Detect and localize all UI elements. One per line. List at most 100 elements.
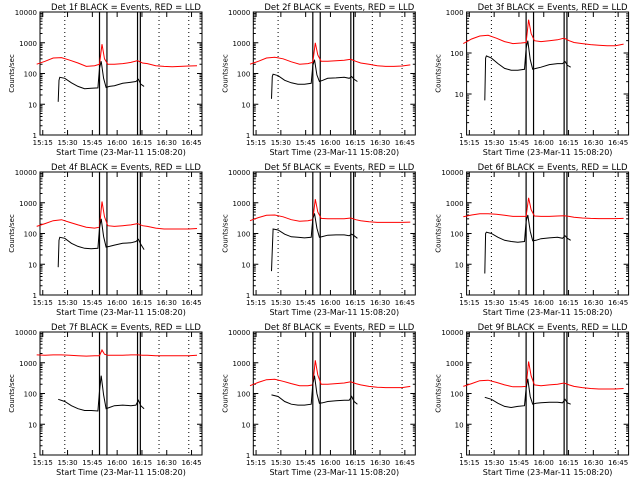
x-tick-label: 16:30 bbox=[157, 299, 177, 307]
x-tick-label: 15:15 bbox=[246, 139, 266, 147]
y-tick-label: 1000 bbox=[446, 9, 464, 17]
y-tick-label: 100 bbox=[237, 391, 250, 399]
x-tick-label: 16:30 bbox=[583, 139, 603, 147]
y-tick-label: 10 bbox=[28, 421, 37, 429]
y-tick-label: 1000 bbox=[232, 360, 250, 368]
chart-panel: Det 1f BLACK = Events, RED = LLD 1 10 100 10… bbox=[8, 3, 203, 157]
x-tick-label: 15:30 bbox=[57, 139, 77, 147]
x-axis-label: Start Time (23-Mar-11 15:08:20) bbox=[56, 308, 186, 317]
panel-title: Det 8f BLACK = Events, RED = LLD bbox=[264, 323, 414, 333]
y-tick-label: 10000 bbox=[15, 329, 37, 337]
x-tick-label: 15:15 bbox=[33, 139, 53, 147]
panel-title: Det 1f BLACK = Events, RED = LLD bbox=[51, 3, 201, 13]
y-tick-label: 1 bbox=[459, 292, 463, 300]
panel-title: Det 5f BLACK = Events, RED = LLD bbox=[264, 163, 414, 173]
x-tick-label: 16:45 bbox=[181, 459, 201, 467]
x-tick-label: 15:30 bbox=[484, 299, 504, 307]
y-tick-label: 100 bbox=[237, 71, 250, 79]
x-tick-label: 16:00 bbox=[107, 139, 127, 147]
x-tick-label: 16:15 bbox=[132, 299, 152, 307]
x-tick-label: 16:15 bbox=[132, 139, 152, 147]
x-tick-label: 15:30 bbox=[484, 139, 504, 147]
x-axis-label: Start Time (23-Mar-11 15:08:20) bbox=[483, 308, 613, 317]
x-tick-label: 15:15 bbox=[459, 299, 479, 307]
events-series-line bbox=[57, 61, 145, 102]
y-tick-label: 10000 bbox=[441, 169, 463, 177]
panel-title: Det 4f BLACK = Events, RED = LLD bbox=[51, 163, 201, 173]
x-axis-label: Start Time (23-Mar-11 15:08:20) bbox=[56, 148, 186, 157]
events-series-line bbox=[271, 213, 358, 272]
panel-title: Det 7f BLACK = Events, RED = LLD bbox=[51, 323, 201, 333]
x-tick-label: 16:00 bbox=[534, 459, 554, 467]
x-tick-label: 15:15 bbox=[459, 459, 479, 467]
events-series-line bbox=[271, 59, 358, 99]
y-axis-label: Counts/sec bbox=[435, 214, 443, 253]
y-tick-label: 100 bbox=[24, 231, 37, 239]
chart-panel: Det 6f BLACK = Events, RED = LLD 1 10 100 10… bbox=[435, 163, 630, 317]
y-axis-label: Counts/sec bbox=[8, 214, 16, 253]
chart-panel: Det 3f BLACK = Events, RED = LLD 1 10 100 10… bbox=[435, 3, 630, 157]
x-tick-label: 16:00 bbox=[320, 139, 340, 147]
x-tick-label: 16:00 bbox=[534, 139, 554, 147]
x-tick-label: 15:15 bbox=[33, 299, 53, 307]
y-tick-label: 100 bbox=[450, 391, 463, 399]
x-tick-label: 16:45 bbox=[395, 139, 415, 147]
x-tick-label: 16:45 bbox=[181, 299, 201, 307]
x-tick-label: 16:30 bbox=[370, 459, 390, 467]
y-tick-label: 10000 bbox=[228, 9, 250, 17]
y-tick-label: 1 bbox=[459, 132, 463, 140]
chart-panel: Det 9f BLACK = Events, RED = LLD 1 10 100 10… bbox=[435, 323, 630, 477]
y-axis-label: Counts/sec bbox=[221, 374, 229, 413]
x-tick-label: 15:15 bbox=[246, 299, 266, 307]
y-tick-label: 1000 bbox=[446, 200, 464, 208]
y-axis-label: Counts/sec bbox=[8, 374, 16, 413]
y-tick-label: 100 bbox=[450, 231, 463, 239]
y-tick-label: 10 bbox=[241, 101, 250, 109]
y-tick-label: 1 bbox=[246, 452, 250, 460]
x-tick-label: 16:30 bbox=[370, 139, 390, 147]
y-tick-label: 10000 bbox=[15, 169, 37, 177]
x-tick-label: 16:15 bbox=[345, 459, 365, 467]
y-tick-label: 1 bbox=[33, 452, 37, 460]
x-tick-label: 15:15 bbox=[33, 459, 53, 467]
x-tick-label: 16:00 bbox=[320, 459, 340, 467]
y-tick-label: 10000 bbox=[228, 329, 250, 337]
x-tick-label: 15:45 bbox=[82, 299, 102, 307]
x-tick-label: 15:30 bbox=[271, 459, 291, 467]
x-tick-label: 15:30 bbox=[484, 459, 504, 467]
x-tick-label: 15:30 bbox=[57, 299, 77, 307]
x-tick-label: 15:45 bbox=[296, 459, 316, 467]
y-tick-label: 10 bbox=[241, 261, 250, 269]
y-tick-label: 100 bbox=[237, 231, 250, 239]
y-tick-label: 1 bbox=[459, 452, 463, 460]
lld-series-line bbox=[36, 201, 198, 230]
x-axis-label: Start Time (23-Mar-11 15:08:20) bbox=[56, 468, 186, 477]
x-tick-label: 16:45 bbox=[181, 139, 201, 147]
x-tick-label: 15:45 bbox=[296, 299, 316, 307]
x-tick-label: 16:15 bbox=[558, 459, 578, 467]
x-tick-label: 15:30 bbox=[271, 299, 291, 307]
panel-title: Det 2f BLACK = Events, RED = LLD bbox=[264, 3, 414, 13]
x-tick-label: 16:15 bbox=[558, 139, 578, 147]
y-tick-label: 10 bbox=[28, 101, 37, 109]
x-tick-label: 15:45 bbox=[82, 139, 102, 147]
x-tick-label: 15:45 bbox=[509, 459, 529, 467]
x-tick-label: 16:00 bbox=[107, 299, 127, 307]
events-series-line bbox=[58, 375, 145, 412]
y-axis-label: Counts/sec bbox=[8, 54, 16, 93]
x-tick-label: 16:30 bbox=[583, 299, 603, 307]
x-tick-label: 16:45 bbox=[395, 299, 415, 307]
y-tick-label: 10 bbox=[241, 421, 250, 429]
y-tick-label: 10 bbox=[28, 261, 37, 269]
chart-panel: Det 7f BLACK = Events, RED = LLD 1 10 100 10… bbox=[8, 323, 203, 477]
x-tick-label: 15:15 bbox=[246, 459, 266, 467]
events-series-line bbox=[484, 40, 571, 101]
x-tick-label: 16:30 bbox=[370, 299, 390, 307]
y-tick-label: 1000 bbox=[19, 200, 37, 208]
y-tick-label: 10000 bbox=[15, 9, 37, 17]
x-tick-label: 15:15 bbox=[459, 139, 479, 147]
lld-series-line bbox=[249, 360, 411, 389]
lld-series-line bbox=[249, 42, 411, 67]
x-tick-label: 16:30 bbox=[157, 459, 177, 467]
